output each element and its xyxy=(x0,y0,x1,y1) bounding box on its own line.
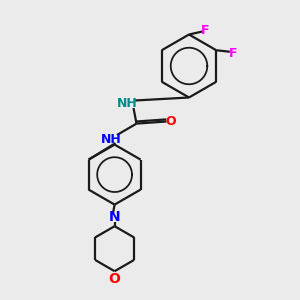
Text: O: O xyxy=(109,272,121,286)
Text: NH: NH xyxy=(100,133,122,146)
Text: N: N xyxy=(109,210,120,224)
Text: F: F xyxy=(229,47,237,60)
Text: O: O xyxy=(166,115,176,128)
Text: F: F xyxy=(201,23,210,37)
Text: NH: NH xyxy=(117,97,138,110)
